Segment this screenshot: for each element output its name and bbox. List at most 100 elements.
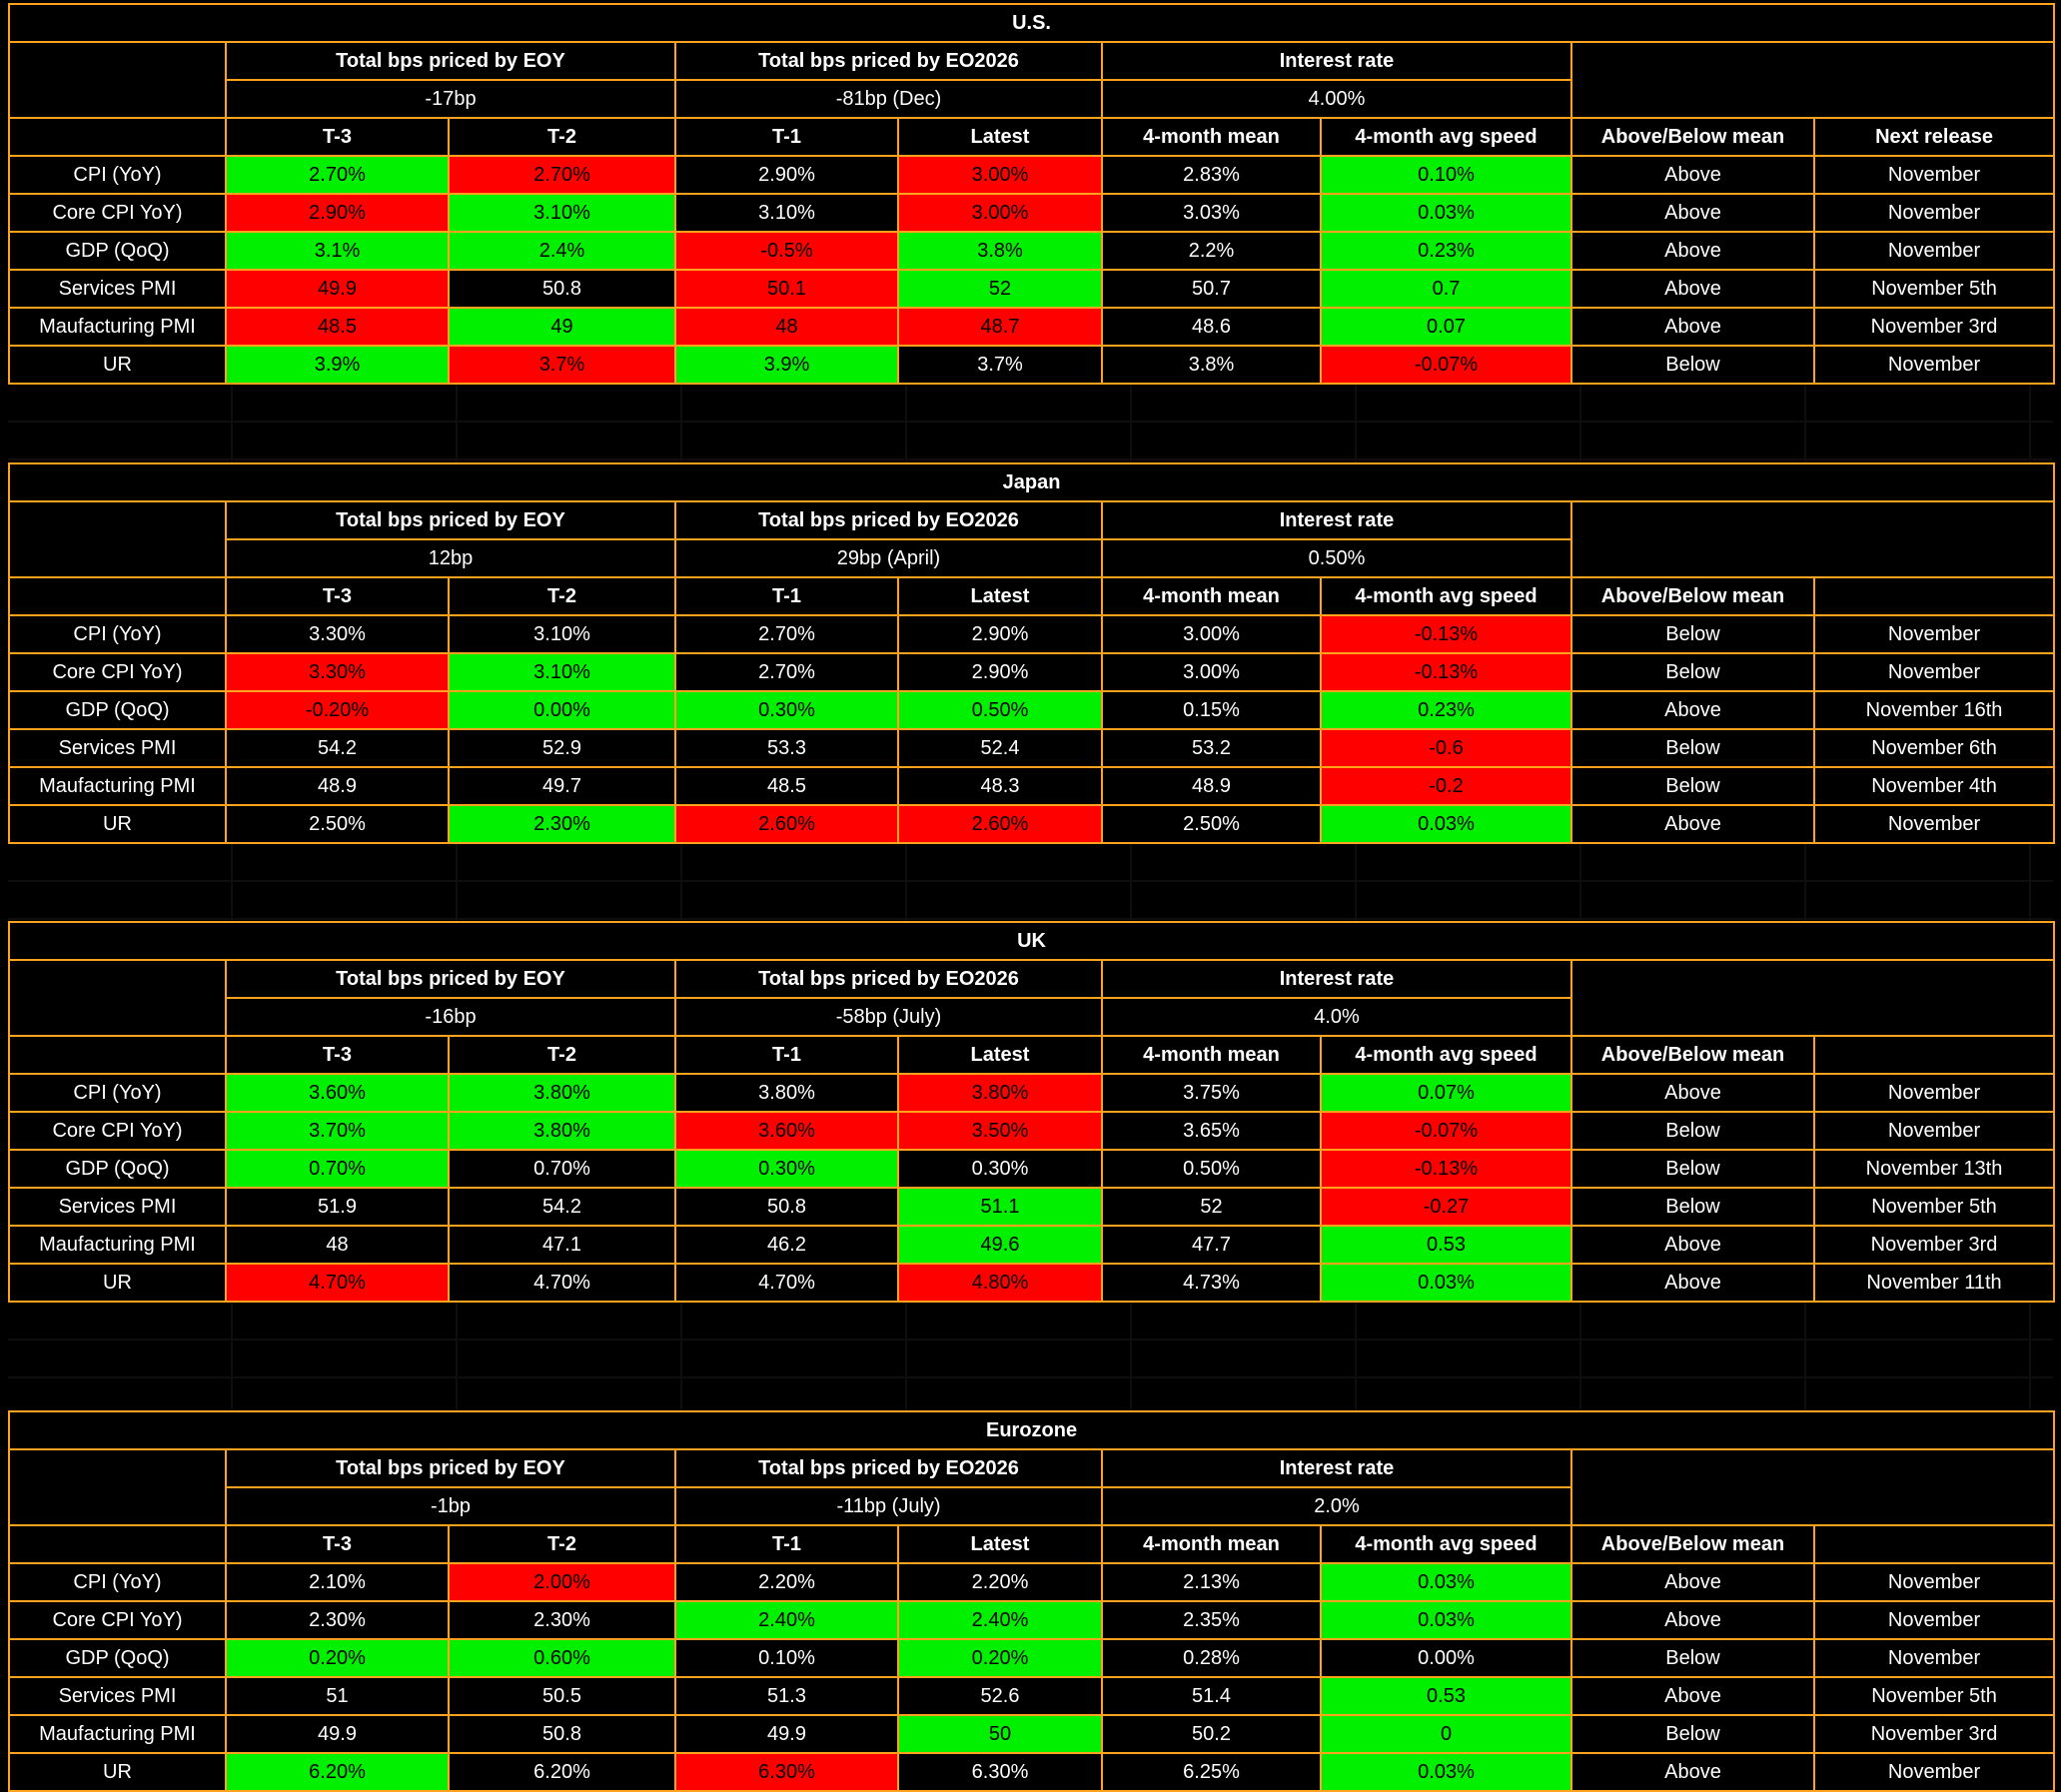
col-header-t-1: T-1 xyxy=(674,576,899,616)
row-label: CPI (YoY) xyxy=(8,614,227,654)
data-cell: 54.2 xyxy=(448,1187,676,1227)
data-cell: 0.28% xyxy=(1101,1638,1322,1678)
col-header-t-2: T-2 xyxy=(448,1035,676,1075)
data-cell: 0.03% xyxy=(1320,1752,1572,1792)
data-cell: 3.80% xyxy=(448,1111,676,1151)
col-header-next-release xyxy=(1812,1524,2056,1564)
data-cell: 52.4 xyxy=(897,728,1103,768)
data-cell: 6.30% xyxy=(897,1752,1103,1792)
mean-position-cell: Above xyxy=(1570,1225,1815,1265)
data-cell: 3.00% xyxy=(1101,614,1322,654)
data-cell: 2.4% xyxy=(448,231,676,271)
col-header-next-release: Next release xyxy=(1812,117,2056,157)
col-header-above-below-mean: Above/Below mean xyxy=(1570,1035,1815,1075)
data-cell: 48.3 xyxy=(897,766,1103,806)
data-cell: 0.03% xyxy=(1320,804,1572,844)
data-cell: 0.03% xyxy=(1320,1263,1572,1303)
row-label: Core CPI YoY) xyxy=(8,1600,227,1640)
data-cell: 2.90% xyxy=(674,155,899,195)
data-cell: 2.90% xyxy=(897,614,1103,654)
mean-position-cell: Above xyxy=(1570,1600,1815,1640)
section-header-eoy: Total bps priced by EOY xyxy=(225,959,676,999)
data-cell: -0.2 xyxy=(1320,766,1572,806)
data-cell: 2.35% xyxy=(1101,1600,1322,1640)
section-header-eo2026: Total bps priced by EO2026 xyxy=(674,959,1103,999)
section-header-interest-rate: Interest rate xyxy=(1101,41,1572,81)
data-cell: -0.13% xyxy=(1320,614,1572,654)
mean-position-cell: Above xyxy=(1570,690,1815,730)
data-cell: 3.60% xyxy=(225,1073,450,1113)
data-cell: 50.2 xyxy=(1101,1714,1322,1754)
col-header-4-month-mean: 4-month mean xyxy=(1101,1524,1322,1564)
data-cell: 3.10% xyxy=(674,193,899,233)
next-release-cell: November xyxy=(1812,652,2056,692)
section-value-interest-rate: 0.50% xyxy=(1101,538,1572,578)
row-label: Core CPI YoY) xyxy=(8,193,227,233)
data-cell: 3.30% xyxy=(225,652,450,692)
section-header-interest-rate: Interest rate xyxy=(1101,1448,1572,1488)
data-cell: 51.9 xyxy=(225,1187,450,1227)
corner-cell xyxy=(8,41,227,119)
data-cell: 3.00% xyxy=(1101,652,1322,692)
next-release-cell: November 16th xyxy=(1812,690,2056,730)
next-release-cell: November xyxy=(1812,231,2056,271)
data-cell: 51 xyxy=(225,1676,450,1716)
next-release-cell: November 11th xyxy=(1812,1263,2056,1303)
corner-cell xyxy=(8,1035,227,1075)
data-cell: 0.30% xyxy=(897,1149,1103,1189)
col-header-above-below-mean: Above/Below mean xyxy=(1570,576,1815,616)
header-spacer-cell xyxy=(1569,959,2056,1037)
header-spacer-cell xyxy=(1569,1448,2056,1526)
section-header-eoy: Total bps priced by EOY xyxy=(225,41,676,81)
col-header-4-month-avg-speed: 4-month avg speed xyxy=(1320,1524,1572,1564)
data-cell: 3.70% xyxy=(225,1111,450,1151)
data-cell: 0.60% xyxy=(448,1638,676,1678)
data-cell: 2.30% xyxy=(448,1600,676,1640)
data-cell: 0.23% xyxy=(1320,231,1572,271)
row-label: Services PMI xyxy=(8,269,227,309)
header-spacer-cell xyxy=(1569,500,2056,578)
data-cell: 3.60% xyxy=(674,1111,899,1151)
mean-position-cell: Below xyxy=(1570,1714,1815,1754)
data-cell: 6.30% xyxy=(674,1752,899,1792)
data-cell: 2.40% xyxy=(897,1600,1103,1640)
data-cell: 0.00% xyxy=(1320,1638,1572,1678)
data-cell: 0.23% xyxy=(1320,690,1572,730)
data-cell: 2.70% xyxy=(448,155,676,195)
data-cell: 48 xyxy=(674,307,899,347)
row-label: Maufacturing PMI xyxy=(8,766,227,806)
table-uk: UK Total bps priced by EOY Total bps price… xyxy=(7,921,2056,1303)
data-cell: 3.1% xyxy=(225,231,450,271)
data-cell: 2.90% xyxy=(897,652,1103,692)
mean-position-cell: Below xyxy=(1570,728,1815,768)
data-cell: 48.9 xyxy=(225,766,450,806)
data-cell: 52 xyxy=(1101,1187,1322,1227)
data-cell: 3.00% xyxy=(897,193,1103,233)
data-cell: -0.07% xyxy=(1320,1111,1572,1151)
col-header-latest: Latest xyxy=(897,576,1103,616)
mean-position-cell: Below xyxy=(1570,652,1815,692)
mean-position-cell: Below xyxy=(1570,1111,1815,1151)
mean-position-cell: Above xyxy=(1570,1676,1815,1716)
section-value-interest-rate: 4.0% xyxy=(1101,997,1572,1037)
data-cell: 49 xyxy=(448,307,676,347)
col-header-t-3: T-3 xyxy=(225,576,450,616)
data-cell: 3.30% xyxy=(225,614,450,654)
mean-position-cell: Below xyxy=(1570,1187,1815,1227)
section-value-eo2026: -58bp (July) xyxy=(674,997,1103,1037)
row-label: GDP (QoQ) xyxy=(8,690,227,730)
spreadsheet-gap xyxy=(8,1303,2053,1410)
data-cell: 52.6 xyxy=(897,1676,1103,1716)
table-title: Japan xyxy=(7,462,2056,502)
data-cell: 49.9 xyxy=(225,1714,450,1754)
data-cell: 2.70% xyxy=(674,652,899,692)
corner-cell xyxy=(8,576,227,616)
data-cell: 49.7 xyxy=(448,766,676,806)
row-label: CPI (YoY) xyxy=(8,1562,227,1602)
data-cell: 3.75% xyxy=(1101,1073,1322,1113)
col-header-t-2: T-2 xyxy=(448,117,676,157)
data-cell: -0.5% xyxy=(674,231,899,271)
data-cell: 4.73% xyxy=(1101,1263,1322,1303)
next-release-cell: November xyxy=(1812,1111,2056,1151)
